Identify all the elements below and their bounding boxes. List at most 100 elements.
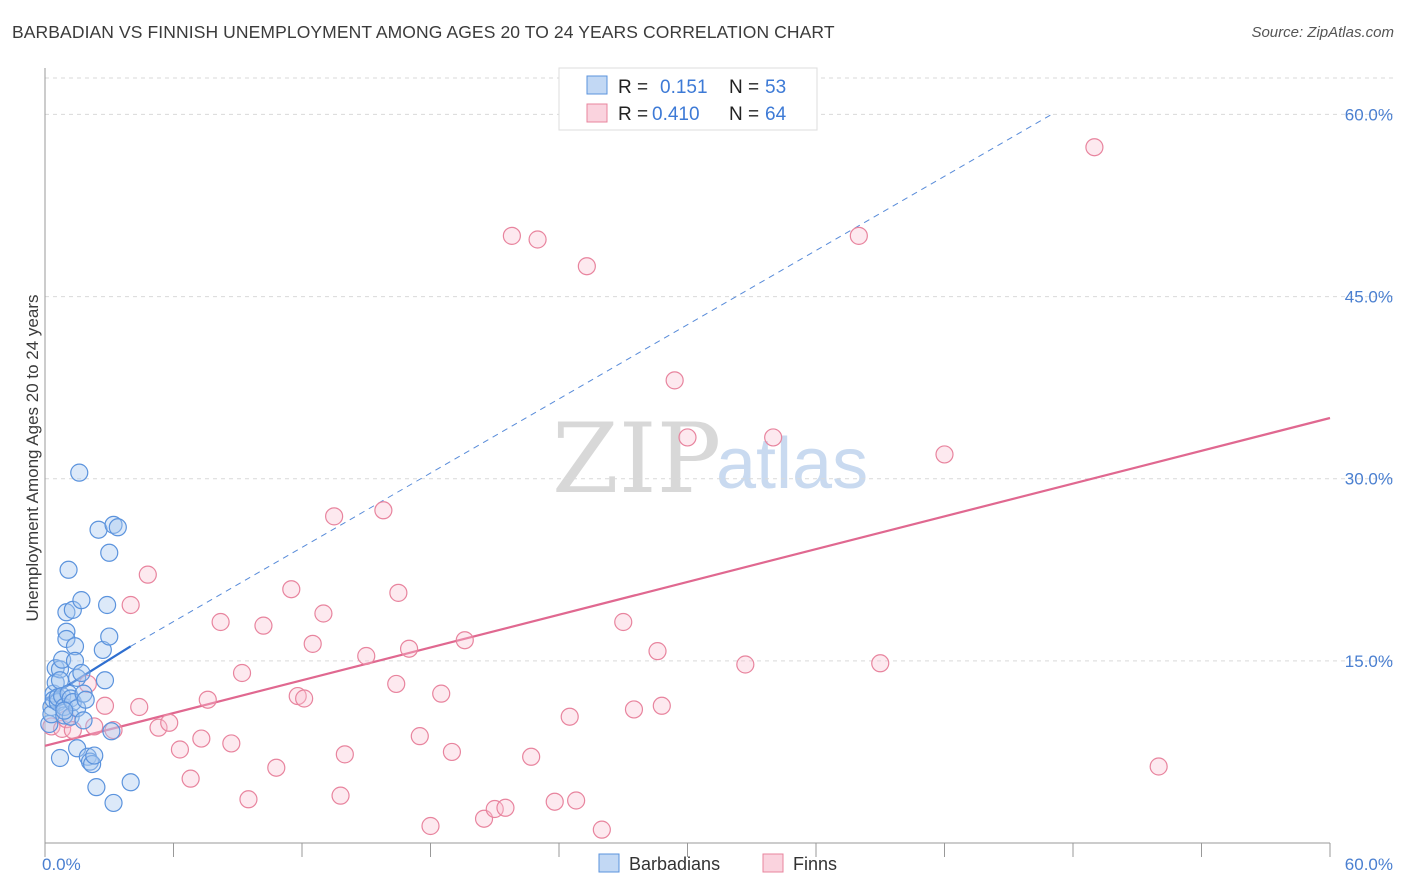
point-barbadians-16 — [57, 622, 76, 641]
legend-r-value-1: 0.410 — [652, 104, 700, 125]
tick-labels: 15.0% 30.0% 45.0% 60.0% 0.0% 60.0% — [42, 105, 1393, 874]
legend-box: R = 0.151 N = 53 R = 0.410 N = 64 — [558, 67, 818, 131]
point-finns-36 — [410, 727, 429, 746]
point-finns-53 — [624, 700, 644, 719]
point-finns-6 — [95, 696, 115, 715]
point-barbadians-43 — [100, 543, 119, 562]
point-finns-63 — [1085, 138, 1104, 157]
point-finns-35 — [399, 639, 419, 658]
point-finns-45 — [522, 747, 541, 766]
point-finns-22 — [267, 758, 286, 777]
point-finns-43 — [496, 798, 515, 817]
point-barbadians-42 — [98, 595, 117, 615]
bottom-legend: Barbadians Finns — [598, 853, 837, 874]
point-finns-18 — [222, 734, 241, 753]
legend-swatch-finns — [586, 103, 608, 123]
legend-n-value-1: 64 — [765, 104, 787, 125]
point-finns-39 — [442, 742, 462, 762]
trendline-barbadians-dashed — [130, 113, 1052, 647]
legend-n-value-0: 53 — [765, 77, 786, 98]
point-barbadians-46 — [104, 793, 123, 813]
point-finns-58 — [736, 655, 755, 674]
point-finns-14 — [181, 769, 200, 788]
x-tick-label-1: 60.0% — [1345, 855, 1393, 874]
bottom-legend-label-finns: Finns — [793, 854, 837, 874]
point-barbadians-45 — [102, 722, 121, 741]
bottom-legend-swatch-barbadians — [598, 853, 620, 873]
point-barbadians-30 — [72, 591, 91, 610]
point-barbadians-24 — [65, 637, 85, 656]
point-finns-5 — [85, 717, 104, 736]
point-finns-26 — [303, 634, 322, 653]
point-finns-9 — [130, 697, 149, 717]
point-barbadians-29 — [70, 463, 89, 482]
point-finns-25 — [295, 689, 314, 708]
source-label: Source: ZipAtlas.com — [1251, 24, 1394, 41]
point-barbadians-37 — [85, 746, 104, 765]
point-finns-13 — [170, 740, 190, 759]
point-finns-47 — [545, 792, 564, 811]
point-finns-31 — [357, 646, 376, 666]
point-finns-56 — [665, 371, 684, 390]
point-barbadians-39 — [89, 520, 108, 539]
point-finns-48 — [560, 707, 579, 726]
point-finns-17 — [211, 612, 230, 632]
point-barbadians-33 — [76, 690, 95, 709]
point-finns-32 — [374, 501, 393, 520]
point-finns-20 — [239, 790, 258, 809]
point-finns-11 — [149, 718, 168, 737]
bottom-legend-label-barbadians: Barbadians — [629, 854, 720, 874]
point-finns-23 — [282, 580, 301, 599]
point-finns-19 — [232, 663, 252, 683]
point-barbadians-48 — [55, 701, 74, 720]
point-finns-8 — [121, 595, 140, 615]
point-barbadians-51 — [108, 518, 127, 537]
point-finns-40 — [455, 631, 474, 650]
point-finns-12 — [160, 713, 179, 732]
legend-r-label-0: R = — [618, 77, 648, 98]
axes — [44, 68, 1331, 857]
point-finns-10 — [138, 565, 157, 584]
y-tick-label-0: 15.0% — [1345, 652, 1393, 671]
legend-swatch-barbadians — [586, 75, 608, 95]
point-barbadians-41 — [95, 671, 115, 690]
chart-title: BARBADIAN VS FINNISH UNEMPLOYMENT AMONG … — [12, 22, 835, 42]
point-barbadians-18 — [59, 560, 78, 579]
point-finns-29 — [331, 786, 350, 805]
point-finns-33 — [387, 674, 406, 694]
legend-r-value-0: 0.151 — [660, 77, 708, 98]
point-barbadians-31 — [72, 663, 91, 683]
trendline-finns — [44, 416, 1331, 747]
point-finns-57 — [678, 428, 697, 447]
point-finns-61 — [871, 654, 890, 673]
point-finns-4 — [78, 674, 97, 694]
x-tick-label-0: 0.0% — [42, 855, 81, 874]
point-finns-38 — [432, 684, 451, 703]
y-tick-label-2: 45.0% — [1345, 288, 1393, 307]
legend-r-label-1: R = — [618, 104, 648, 125]
point-finns-52 — [614, 612, 633, 632]
point-finns-37 — [421, 816, 440, 836]
point-finns-60 — [849, 226, 868, 245]
point-barbadians-52 — [121, 773, 140, 792]
point-finns-49 — [567, 791, 586, 810]
point-finns-27 — [314, 604, 333, 623]
legend-n-label-0: N = — [729, 77, 759, 98]
point-finns-54 — [648, 642, 667, 661]
y-tick-label-3: 60.0% — [1345, 105, 1393, 124]
point-finns-15 — [192, 729, 211, 748]
bottom-legend-swatch-finns — [762, 853, 784, 873]
point-finns-34 — [389, 583, 408, 602]
point-finns-50 — [577, 257, 596, 276]
y-tick-label-1: 30.0% — [1345, 470, 1393, 489]
point-barbadians-12 — [53, 650, 72, 669]
point-barbadians-49 — [74, 711, 93, 730]
point-finns-30 — [335, 745, 354, 764]
data-points — [40, 138, 1168, 839]
point-finns-51 — [592, 820, 611, 839]
point-finns-59 — [764, 428, 783, 447]
point-barbadians-44 — [100, 627, 119, 646]
point-finns-55 — [652, 696, 671, 715]
legend-n-label-1: N = — [729, 104, 759, 125]
